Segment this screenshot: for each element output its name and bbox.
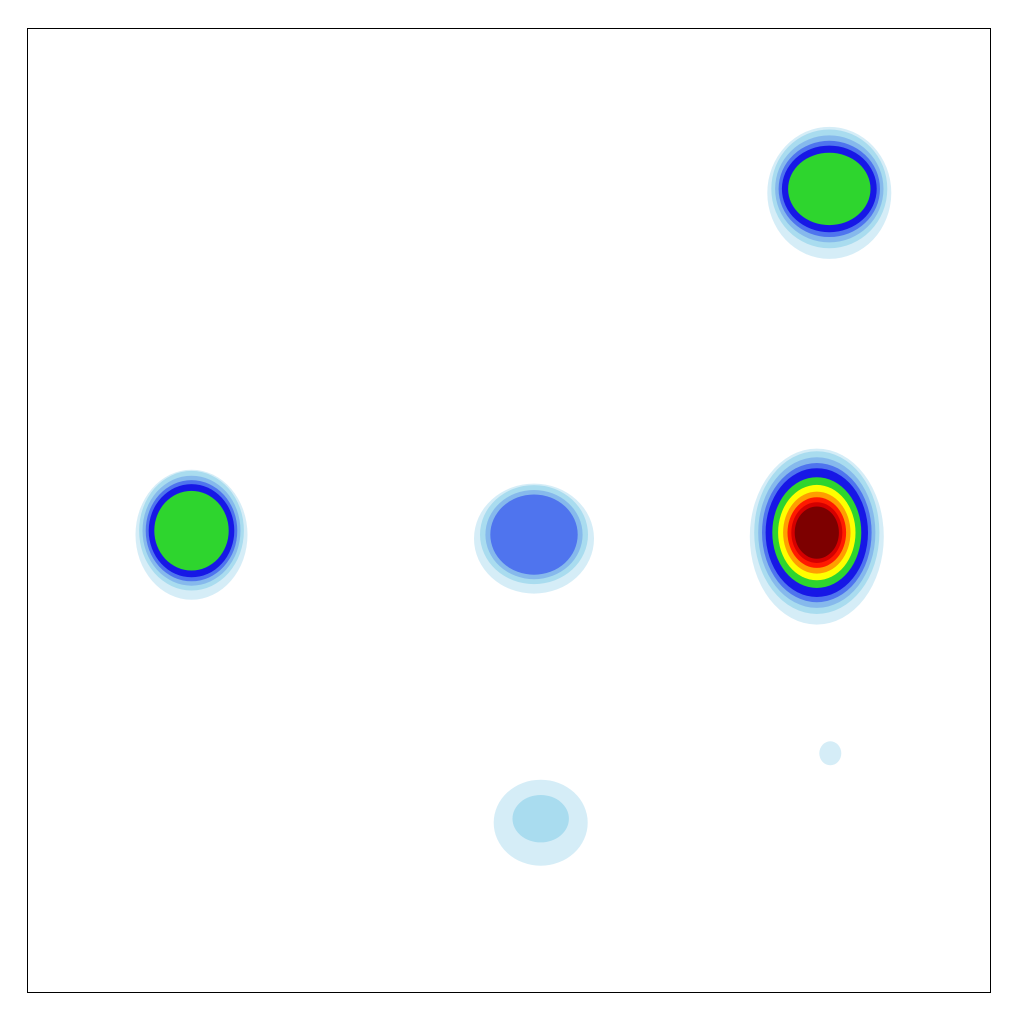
peak-small-right	[819, 741, 842, 766]
peak-bottom-center-contour-2	[512, 795, 569, 843]
plot-frame	[27, 28, 991, 993]
contour-fields	[135, 126, 892, 866]
peak-top-right	[767, 126, 892, 259]
peak-left	[135, 469, 248, 600]
peak-center-contour-4	[490, 494, 578, 575]
peak-center	[474, 483, 594, 594]
peak-top-right-contour-6	[788, 152, 871, 226]
peak-small-right-contour-1	[819, 741, 842, 766]
peak-right-contour-11	[794, 506, 839, 559]
peak-left-contour-6	[154, 490, 229, 571]
peak-right	[749, 448, 884, 625]
peak-bottom-center	[493, 779, 588, 866]
